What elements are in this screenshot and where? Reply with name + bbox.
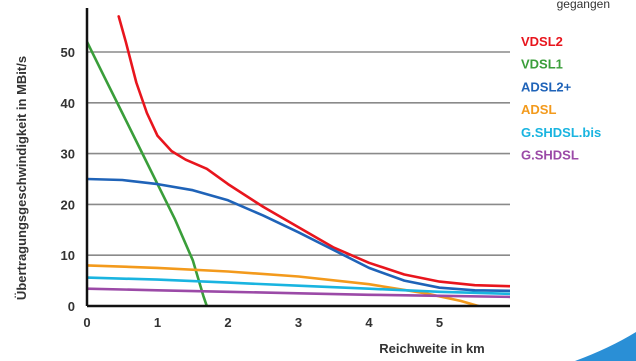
y-axis-label: Übertragungsgeschwindigkeit in MBit/s	[14, 56, 29, 300]
series-line-vdsl2	[117, 15, 510, 288]
x-tick-label: 4	[365, 315, 373, 330]
legend-item-g-shdsl-bis: G.SHDSL.bis	[521, 125, 601, 140]
y-tick-label: 10	[61, 248, 75, 263]
y-tick-label: 40	[61, 96, 75, 111]
series-line-adsl	[87, 264, 480, 306]
y-tick-label: 20	[61, 197, 75, 212]
legend-item-adsl2-: ADSL2+	[521, 79, 572, 94]
corner-swoosh-icon	[575, 332, 636, 361]
series-line-adsl2-	[87, 177, 510, 293]
y-tick-label: 50	[61, 45, 75, 60]
series-line-g-shdsl	[87, 287, 510, 299]
x-tick-label: 2	[224, 315, 231, 330]
x-tick-label: 5	[436, 315, 443, 330]
legend-item-g-shdsl: G.SHDSL	[521, 148, 579, 163]
legend-item-vdsl1: VDSL1	[521, 57, 563, 72]
x-axis-label: Reichweite in km	[379, 341, 484, 356]
legend-item-adsl: ADSL	[521, 102, 556, 117]
series-layer	[87, 15, 510, 306]
x-tick-label: 3	[295, 315, 302, 330]
y-tick-label: 30	[61, 147, 75, 162]
y-tick-label: 0	[68, 299, 75, 314]
corner-text: gegangen	[556, 0, 610, 11]
legend: VDSL2 VDSL1 ADSL2+ ADSL G.SHDSL.bis G.SHDSL	[521, 34, 601, 163]
x-tick-label: 1	[154, 315, 161, 330]
legend-item-vdsl2: VDSL2	[521, 34, 563, 49]
x-tick-label: 0	[83, 315, 90, 330]
series-line-g-shdsl-bis	[87, 276, 510, 296]
grid-layer	[87, 51, 510, 256]
axis-layer	[85, 8, 510, 308]
tick-layer: 0 10 20 30 40 50 0 1 2 3 4 5	[61, 45, 444, 330]
